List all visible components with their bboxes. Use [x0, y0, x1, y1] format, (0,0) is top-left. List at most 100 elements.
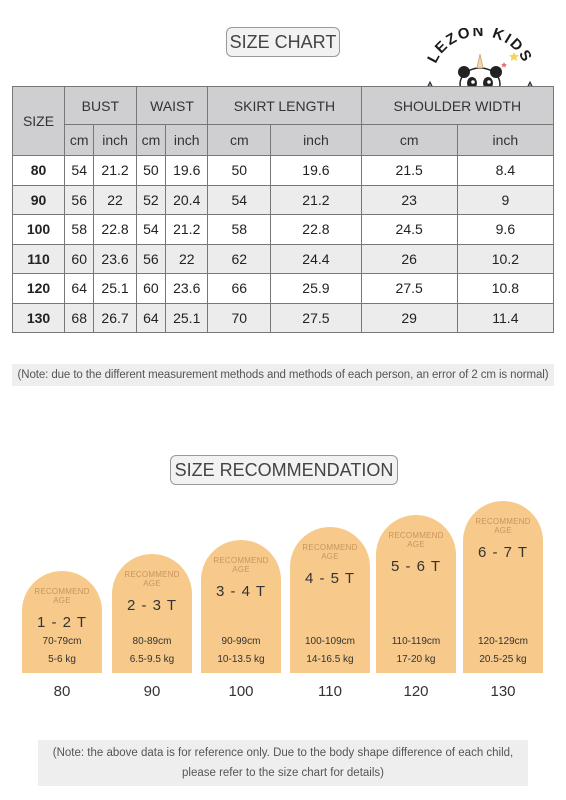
table-cell: 22	[165, 243, 209, 274]
unit-header: cm	[135, 124, 167, 156]
weight-range: 17-20 kg	[396, 654, 436, 665]
table-cell: 19.6	[165, 155, 209, 186]
size-chart-table: SIZE BUST WAIST SKIRT LENGTH SHOULDER WI…	[12, 86, 555, 333]
age-label: AGE	[407, 540, 425, 549]
table-cell: 9	[456, 184, 555, 215]
size-recommendation-title: SIZE RECOMMENDATION	[170, 455, 398, 485]
group-header-waist: WAIST	[135, 86, 209, 125]
height-range: 70-79cm	[42, 636, 82, 647]
table-cell: 50	[207, 155, 272, 186]
group-header-bust: BUST	[64, 86, 137, 125]
row-size-cell: 110	[12, 243, 65, 274]
table-cell: 21.5	[360, 155, 458, 186]
table-cell: 21.2	[93, 155, 137, 186]
age-range: 6 - 7 T	[477, 544, 529, 561]
age-label: AGE	[321, 552, 339, 561]
recommend-label: RECOMMEND	[34, 587, 90, 596]
age-label: AGE	[143, 579, 161, 588]
table-cell: 22.8	[93, 214, 137, 245]
height-range: 90-99cm	[221, 636, 261, 647]
table-cell: 22.8	[270, 214, 362, 245]
table-row: 80 54 21.2 50 19.6 50 19.6 21.5 8.4	[12, 155, 555, 186]
size-label: 130	[490, 683, 516, 700]
table-cell: 23.6	[165, 273, 209, 304]
weight-range: 5-6 kg	[48, 654, 76, 665]
table-cell: 54	[63, 155, 95, 186]
table-row: 130 68 26.7 64 25.1 70 27.5 29 11.4	[12, 302, 555, 333]
group-header-skirt-length: SKIRT LENGTH	[207, 86, 362, 125]
table-cell: 70	[207, 302, 272, 333]
table-cell: 9.6	[456, 214, 555, 245]
unit-header: inch	[456, 124, 555, 156]
weight-range: 20.5-25 kg	[479, 654, 527, 665]
table-cell: 10.2	[456, 243, 555, 274]
size-chart-title: SIZE CHART	[226, 27, 340, 57]
table-cell: 60	[63, 243, 95, 274]
table-row: 90 56 22 52 20.4 54 21.2 23 9	[12, 184, 555, 215]
table-cell: 8.4	[456, 155, 555, 186]
table-cell: 25.1	[93, 273, 137, 304]
height-range: 100-109cm	[304, 636, 356, 647]
reference-note-line-1: (Note: the above data is for reference o…	[52, 747, 514, 759]
table-cell: 29	[360, 302, 458, 333]
table-cell: 54	[207, 184, 272, 215]
row-size-cell: 100	[12, 214, 65, 245]
table-cell: 52	[135, 184, 167, 215]
measurement-note: (Note: due to the different measurement …	[12, 364, 554, 386]
row-size-cell: 80	[12, 155, 65, 186]
row-size-cell: 120	[12, 273, 65, 304]
size-label: 110	[318, 683, 342, 700]
age-range: 3 - 4 T	[215, 583, 267, 600]
weight-range: 6.5-9.5 kg	[129, 654, 175, 665]
recommendation-bar: RECOMMEND AGE 3 - 4 T 90-99cm 10-13.5 kg	[201, 540, 281, 673]
age-range: 5 - 6 T	[390, 558, 442, 575]
table-cell: 27.5	[360, 273, 458, 304]
reference-note-line-2: please refer to the size chart for detai…	[182, 767, 384, 779]
table-row: 100 58 22.8 54 21.2 58 22.8 24.5 9.6	[12, 214, 555, 245]
table-cell: 62	[207, 243, 272, 274]
table-cell: 10.8	[456, 273, 555, 304]
recommend-label: RECOMMEND	[124, 570, 180, 579]
recommendation-bar: RECOMMEND AGE 6 - 7 T 120-129cm 20.5-25 kg	[463, 501, 543, 673]
recommend-label: RECOMMEND	[302, 543, 358, 552]
age-range: 1 - 2 T	[36, 614, 88, 631]
table-cell: 68	[63, 302, 95, 333]
table-cell: 60	[135, 273, 167, 304]
age-label: AGE	[232, 565, 250, 574]
recommend-label: RECOMMEND	[213, 556, 269, 565]
recommend-label: RECOMMEND	[475, 517, 531, 526]
age-range: 2 - 3 T	[126, 597, 178, 614]
height-range: 120-129cm	[477, 636, 529, 647]
recommendation-bar: RECOMMEND AGE 4 - 5 T 100-109cm 14-16.5 kg	[290, 527, 370, 673]
size-label: 100	[228, 683, 254, 700]
age-range: 4 - 5 T	[304, 570, 356, 587]
unit-header: inch	[93, 124, 137, 156]
recommendation-bar: RECOMMEND AGE 2 - 3 T 80-89cm 6.5-9.5 kg	[112, 554, 192, 673]
table-cell: 56	[135, 243, 167, 274]
size-label: 90	[143, 683, 161, 700]
table-cell: 23.6	[93, 243, 137, 274]
table-row: 110 60 23.6 56 22 62 24.4 26 10.2	[12, 243, 555, 274]
table-cell: 54	[135, 214, 167, 245]
group-header-shoulder-width: SHOULDER WIDTH	[360, 86, 555, 125]
row-size-cell: 90	[12, 184, 65, 215]
size-header: SIZE	[12, 86, 65, 156]
unit-header: inch	[165, 124, 209, 156]
table-cell: 50	[135, 155, 167, 186]
table-cell: 27.5	[270, 302, 362, 333]
recommendation-bar: RECOMMEND AGE 5 - 6 T 110-119cm 17-20 kg	[376, 515, 456, 673]
table-cell: 64	[63, 273, 95, 304]
size-label: 80	[53, 683, 71, 700]
table-cell: 25.1	[165, 302, 209, 333]
age-label: AGE	[53, 596, 71, 605]
age-label: AGE	[494, 526, 512, 535]
row-size-cell: 130	[12, 302, 65, 333]
table-row: 120 64 25.1 60 23.6 66 25.9 27.5 10.8	[12, 273, 555, 304]
unit-header: cm	[63, 124, 95, 156]
recommendation-bar: RECOMMEND AGE 1 - 2 T 70-79cm 5-6 kg	[22, 571, 102, 673]
table-cell: 19.6	[270, 155, 362, 186]
table-cell: 64	[135, 302, 167, 333]
weight-range: 10-13.5 kg	[217, 654, 265, 665]
height-range: 110-119cm	[391, 636, 441, 647]
